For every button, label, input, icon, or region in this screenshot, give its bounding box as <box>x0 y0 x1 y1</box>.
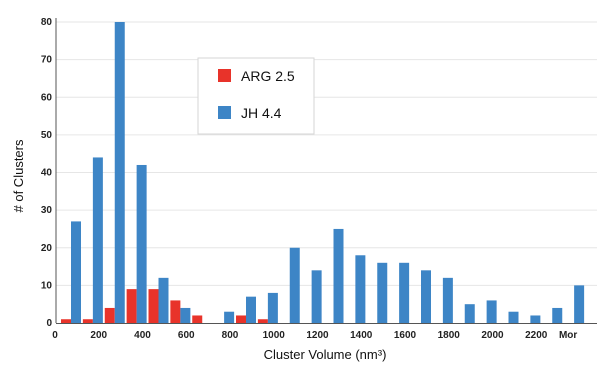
x-tick-label: 1800 <box>438 330 461 341</box>
bar-arg-700 <box>192 315 203 323</box>
bar-arg-300 <box>104 307 115 323</box>
bar-jh-1600 <box>399 262 410 323</box>
y-tick-label: 40 <box>41 168 53 179</box>
y-tick-label: 70 <box>41 55 53 66</box>
x-tick-label: 800 <box>222 330 239 341</box>
y-tick-label: 20 <box>41 243 53 254</box>
bar-jh-1800 <box>442 277 453 323</box>
y-tick-label: 10 <box>41 280 53 291</box>
bar-arg-400 <box>126 289 137 323</box>
bar-jh-1400 <box>355 255 366 323</box>
bar-jh-1200 <box>311 270 322 323</box>
bar-jh-1700 <box>421 270 431 323</box>
y-tick-label: 50 <box>41 130 53 141</box>
legend-swatch-jh <box>218 106 231 119</box>
bar-jh-600 <box>180 307 191 323</box>
axes <box>55 18 597 324</box>
bar-arg-600 <box>170 300 181 323</box>
y-tick-label: 0 <box>46 318 52 329</box>
bar-jh-2300 <box>552 307 563 323</box>
x-tick-label: Mor <box>559 330 577 341</box>
y-axis-title: # of Clusters <box>11 139 26 212</box>
bar-jh-300 <box>114 22 125 323</box>
x-tick-label: 400 <box>134 330 151 341</box>
x-tick-label: 1400 <box>350 330 373 341</box>
legend-label-arg: ARG 2.5 <box>241 68 295 84</box>
bar-jh-100 <box>71 221 81 323</box>
y-tick-label: 60 <box>41 92 53 103</box>
bar-jh-400 <box>136 164 147 323</box>
x-tick-labels: 0 200 400 600 800 1000 1200 1400 1600 1800 2000 220… <box>52 330 577 341</box>
legend-label-jh: JH 4.4 <box>241 105 282 121</box>
x-tick-label: 600 <box>178 330 195 341</box>
bar-jh-2200 <box>530 315 541 323</box>
x-axis-title: Cluster Volume (nm³) <box>264 347 387 362</box>
bar-jh-800 <box>224 311 235 323</box>
bar-jh-900 <box>246 296 256 323</box>
bar-arg-1000 <box>257 319 268 323</box>
bar-arg-200 <box>82 319 93 323</box>
x-tick-label: 1600 <box>394 330 417 341</box>
y-tick-label: 80 <box>41 17 53 28</box>
bar-jh-2100 <box>508 311 519 323</box>
legend-box <box>197 57 315 135</box>
x-tick-label: 0 <box>52 330 58 341</box>
y-tick-labels: 0 10 20 30 40 50 60 70 80 <box>41 17 53 329</box>
x-tick-label: 1000 <box>263 330 286 341</box>
bars <box>61 22 585 323</box>
bar-arg-900 <box>236 315 246 323</box>
bar-arg-100 <box>61 319 71 323</box>
bar-jh-More <box>574 285 585 323</box>
bar-jh-1300 <box>333 228 344 323</box>
bar-jh-200 <box>92 157 103 323</box>
x-tick-label: 1200 <box>306 330 329 341</box>
legend: ARG 2.5 JH 4.4 <box>197 57 315 135</box>
bar-jh-1100 <box>289 247 300 323</box>
bar-jh-1000 <box>267 292 278 323</box>
x-tick-label: 2200 <box>525 330 548 341</box>
bar-arg-500 <box>148 289 159 323</box>
legend-swatch-arg <box>218 69 231 82</box>
y-tick-label: 30 <box>41 205 53 216</box>
bar-jh-2000 <box>486 300 497 323</box>
x-tick-label: 200 <box>90 330 107 341</box>
bar-jh-1500 <box>377 262 388 323</box>
bar-jh-500 <box>158 277 169 323</box>
bar-jh-1900 <box>464 304 475 323</box>
x-tick-label: 2000 <box>481 330 504 341</box>
